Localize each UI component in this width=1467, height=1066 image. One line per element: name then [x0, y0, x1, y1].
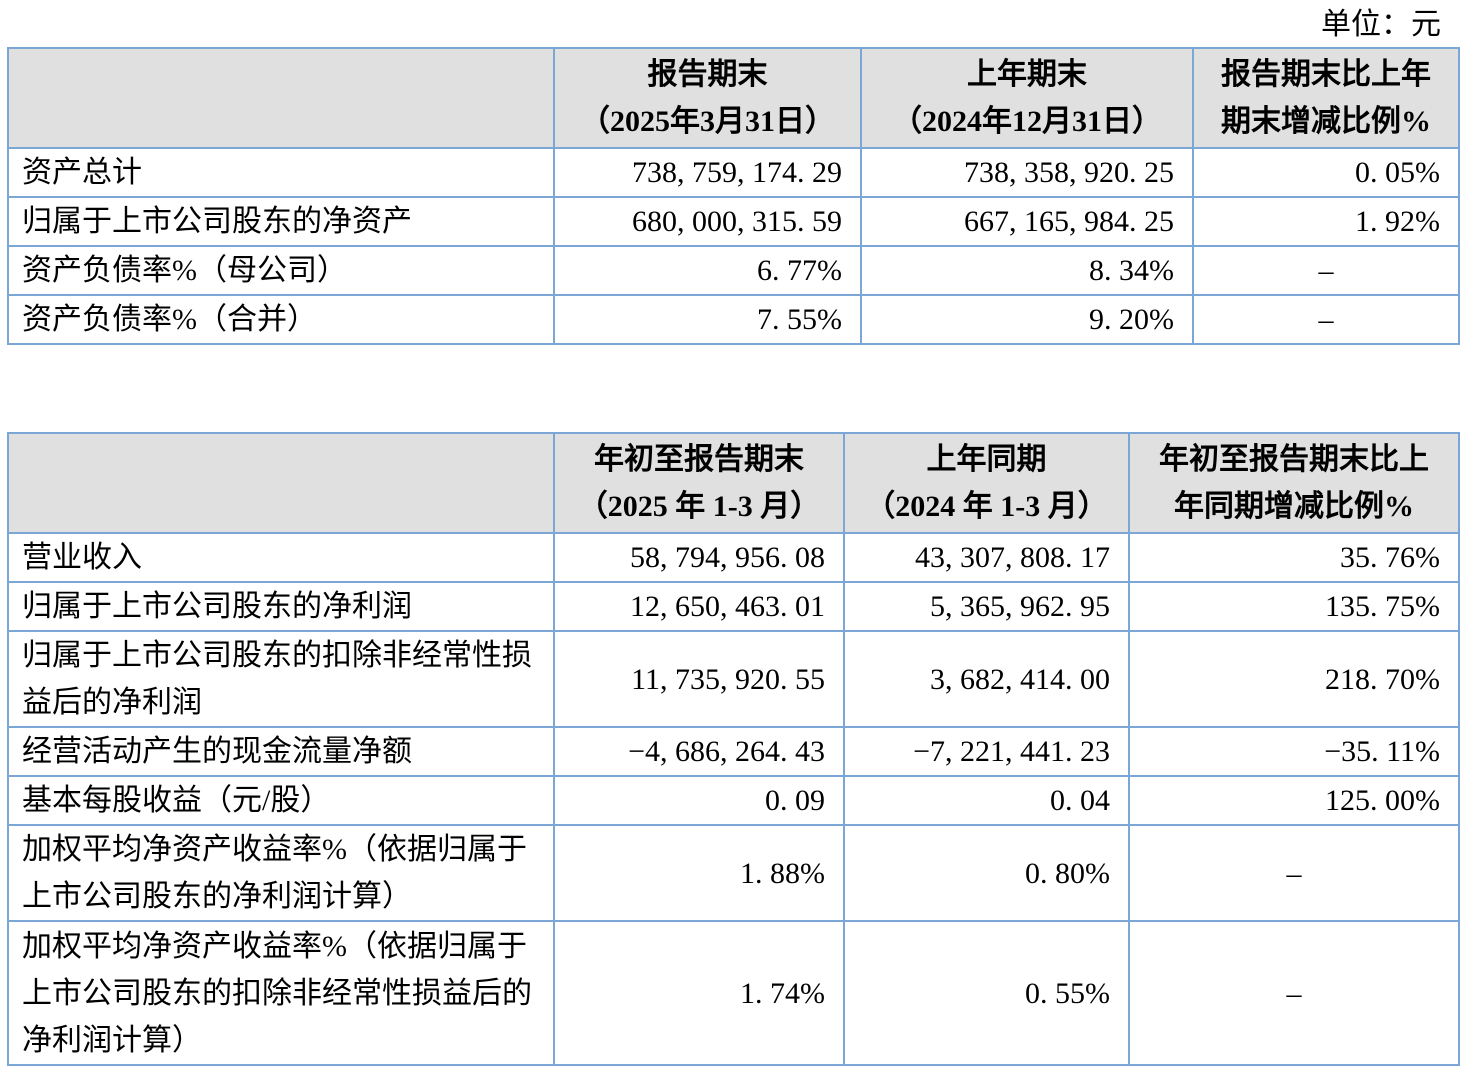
current-value-cell: 0. 09	[553, 775, 845, 826]
current-value-cell: 738, 759, 174. 29	[553, 147, 862, 198]
header-empty-cell	[7, 47, 555, 149]
table-row: 经营活动产生的现金流量净额 −4, 686, 264. 43 −7, 221, …	[7, 726, 1460, 777]
table-row: 加权平均净资产收益率%（依据归属于上市公司股东的扣除非经常性损益后的净利润计算）…	[7, 920, 1460, 1066]
prior-value-cell: 3, 682, 414. 00	[843, 630, 1130, 728]
table-row: 基本每股收益（元/股） 0. 09 0. 04 125. 00%	[7, 775, 1460, 826]
current-value-cell: 1. 74%	[553, 920, 845, 1066]
table-row: 资产总计 738, 759, 174. 29 738, 358, 920. 25…	[7, 147, 1460, 198]
row-label-cell: 基本每股收益（元/股）	[7, 775, 555, 826]
prior-value-cell: 0. 04	[843, 775, 1130, 826]
period-summary-table: 年初至报告期末 （2025 年 1-3 月） 上年同期 （2024 年 1-3 …	[7, 432, 1460, 1066]
row-label-cell: 加权平均净资产收益率%（依据归属于上市公司股东的扣除非经常性损益后的净利润计算）	[7, 920, 555, 1066]
table-row: 资产负债率%（合并） 7. 55% 9. 20% –	[7, 294, 1460, 345]
table-row: 归属于上市公司股东的净资产 680, 000, 315. 59 667, 165…	[7, 196, 1460, 247]
prior-value-cell: 43, 307, 808. 17	[843, 532, 1130, 583]
prior-value-cell: 738, 358, 920. 25	[860, 147, 1194, 198]
header-line: 报告期末比上年	[1221, 58, 1431, 91]
change-value-cell: –	[1192, 294, 1460, 345]
header-line: （2024年12月31日）	[892, 105, 1162, 138]
row-label-cell: 营业收入	[7, 532, 555, 583]
row-label-cell: 资产负债率%（合并）	[7, 294, 555, 345]
current-value-cell: 6. 77%	[553, 245, 862, 296]
table-row: 营业收入 58, 794, 956. 08 43, 307, 808. 17 3…	[7, 532, 1460, 583]
header-line: 期末增减比例%	[1221, 105, 1431, 138]
current-value-cell: 12, 650, 463. 01	[553, 581, 845, 632]
header-line: 上年同期	[926, 443, 1047, 476]
header-empty-cell	[7, 432, 555, 534]
header-line: （2025年3月31日）	[580, 105, 835, 138]
prior-value-cell: 0. 80%	[843, 824, 1130, 922]
change-value-cell: 0. 05%	[1192, 147, 1460, 198]
change-value-cell: 218. 70%	[1128, 630, 1460, 728]
header-line: 年初至报告期末	[594, 443, 804, 476]
row-label-cell: 归属于上市公司股东的扣除非经常性损益后的净利润	[7, 630, 555, 728]
balance-summary-table: 报告期末 （2025年3月31日） 上年期末 （2024年12月31日） 报告期…	[7, 47, 1460, 345]
row-label-cell: 归属于上市公司股东的净利润	[7, 581, 555, 632]
current-value-cell: 680, 000, 315. 59	[553, 196, 862, 247]
header-current-period: 年初至报告期末 （2025 年 1-3 月）	[553, 432, 845, 534]
change-value-cell: –	[1128, 920, 1460, 1066]
table-row: 归属于上市公司股东的净利润 12, 650, 463. 01 5, 365, 9…	[7, 581, 1460, 632]
row-label-cell: 资产负债率%（母公司）	[7, 245, 555, 296]
current-value-cell: 58, 794, 956. 08	[553, 532, 845, 583]
header-change-ratio: 年初至报告期末比上 年同期增减比例%	[1128, 432, 1460, 534]
table-header-row: 年初至报告期末 （2025 年 1-3 月） 上年同期 （2024 年 1-3 …	[7, 432, 1460, 534]
prior-value-cell: 667, 165, 984. 25	[860, 196, 1194, 247]
row-label-cell: 归属于上市公司股东的净资产	[7, 196, 555, 247]
header-line: （2024 年 1-3 月）	[865, 490, 1108, 523]
change-value-cell: –	[1128, 824, 1460, 922]
header-line: （2025 年 1-3 月）	[577, 490, 821, 523]
change-value-cell: 35. 76%	[1128, 532, 1460, 583]
prior-value-cell: −7, 221, 441. 23	[843, 726, 1130, 777]
header-change-ratio: 报告期末比上年 期末增减比例%	[1192, 47, 1460, 149]
current-value-cell: 11, 735, 920. 55	[553, 630, 845, 728]
header-line: 年初至报告期末比上	[1159, 443, 1429, 476]
header-line: 报告期末	[647, 58, 768, 91]
table-row: 资产负债率%（母公司） 6. 77% 8. 34% –	[7, 245, 1460, 296]
change-value-cell: 1. 92%	[1192, 196, 1460, 247]
prior-value-cell: 8. 34%	[860, 245, 1194, 296]
current-value-cell: −4, 686, 264. 43	[553, 726, 845, 777]
row-label-cell: 经营活动产生的现金流量净额	[7, 726, 555, 777]
prior-value-cell: 9. 20%	[860, 294, 1194, 345]
header-prior-period: 上年同期 （2024 年 1-3 月）	[843, 432, 1130, 534]
prior-value-cell: 0. 55%	[843, 920, 1130, 1066]
prior-value-cell: 5, 365, 962. 95	[843, 581, 1130, 632]
unit-label: 单位：元	[1321, 8, 1441, 41]
table-row: 加权平均净资产收益率%（依据归属于上市公司股东的净利润计算） 1. 88% 0.…	[7, 824, 1460, 922]
current-value-cell: 7. 55%	[553, 294, 862, 345]
change-value-cell: −35. 11%	[1128, 726, 1460, 777]
header-current-period: 报告期末 （2025年3月31日）	[553, 47, 862, 149]
table-row: 归属于上市公司股东的扣除非经常性损益后的净利润 11, 735, 920. 55…	[7, 630, 1460, 728]
header-prior-period: 上年期末 （2024年12月31日）	[860, 47, 1194, 149]
header-line: 上年期末	[967, 58, 1087, 91]
change-value-cell: 135. 75%	[1128, 581, 1460, 632]
change-value-cell: 125. 00%	[1128, 775, 1460, 826]
row-label-cell: 加权平均净资产收益率%（依据归属于上市公司股东的净利润计算）	[7, 824, 555, 922]
header-line: 年同期增减比例%	[1174, 490, 1414, 523]
change-value-cell: –	[1192, 245, 1460, 296]
current-value-cell: 1. 88%	[553, 824, 845, 922]
table-header-row: 报告期末 （2025年3月31日） 上年期末 （2024年12月31日） 报告期…	[7, 47, 1460, 149]
row-label-cell: 资产总计	[7, 147, 555, 198]
